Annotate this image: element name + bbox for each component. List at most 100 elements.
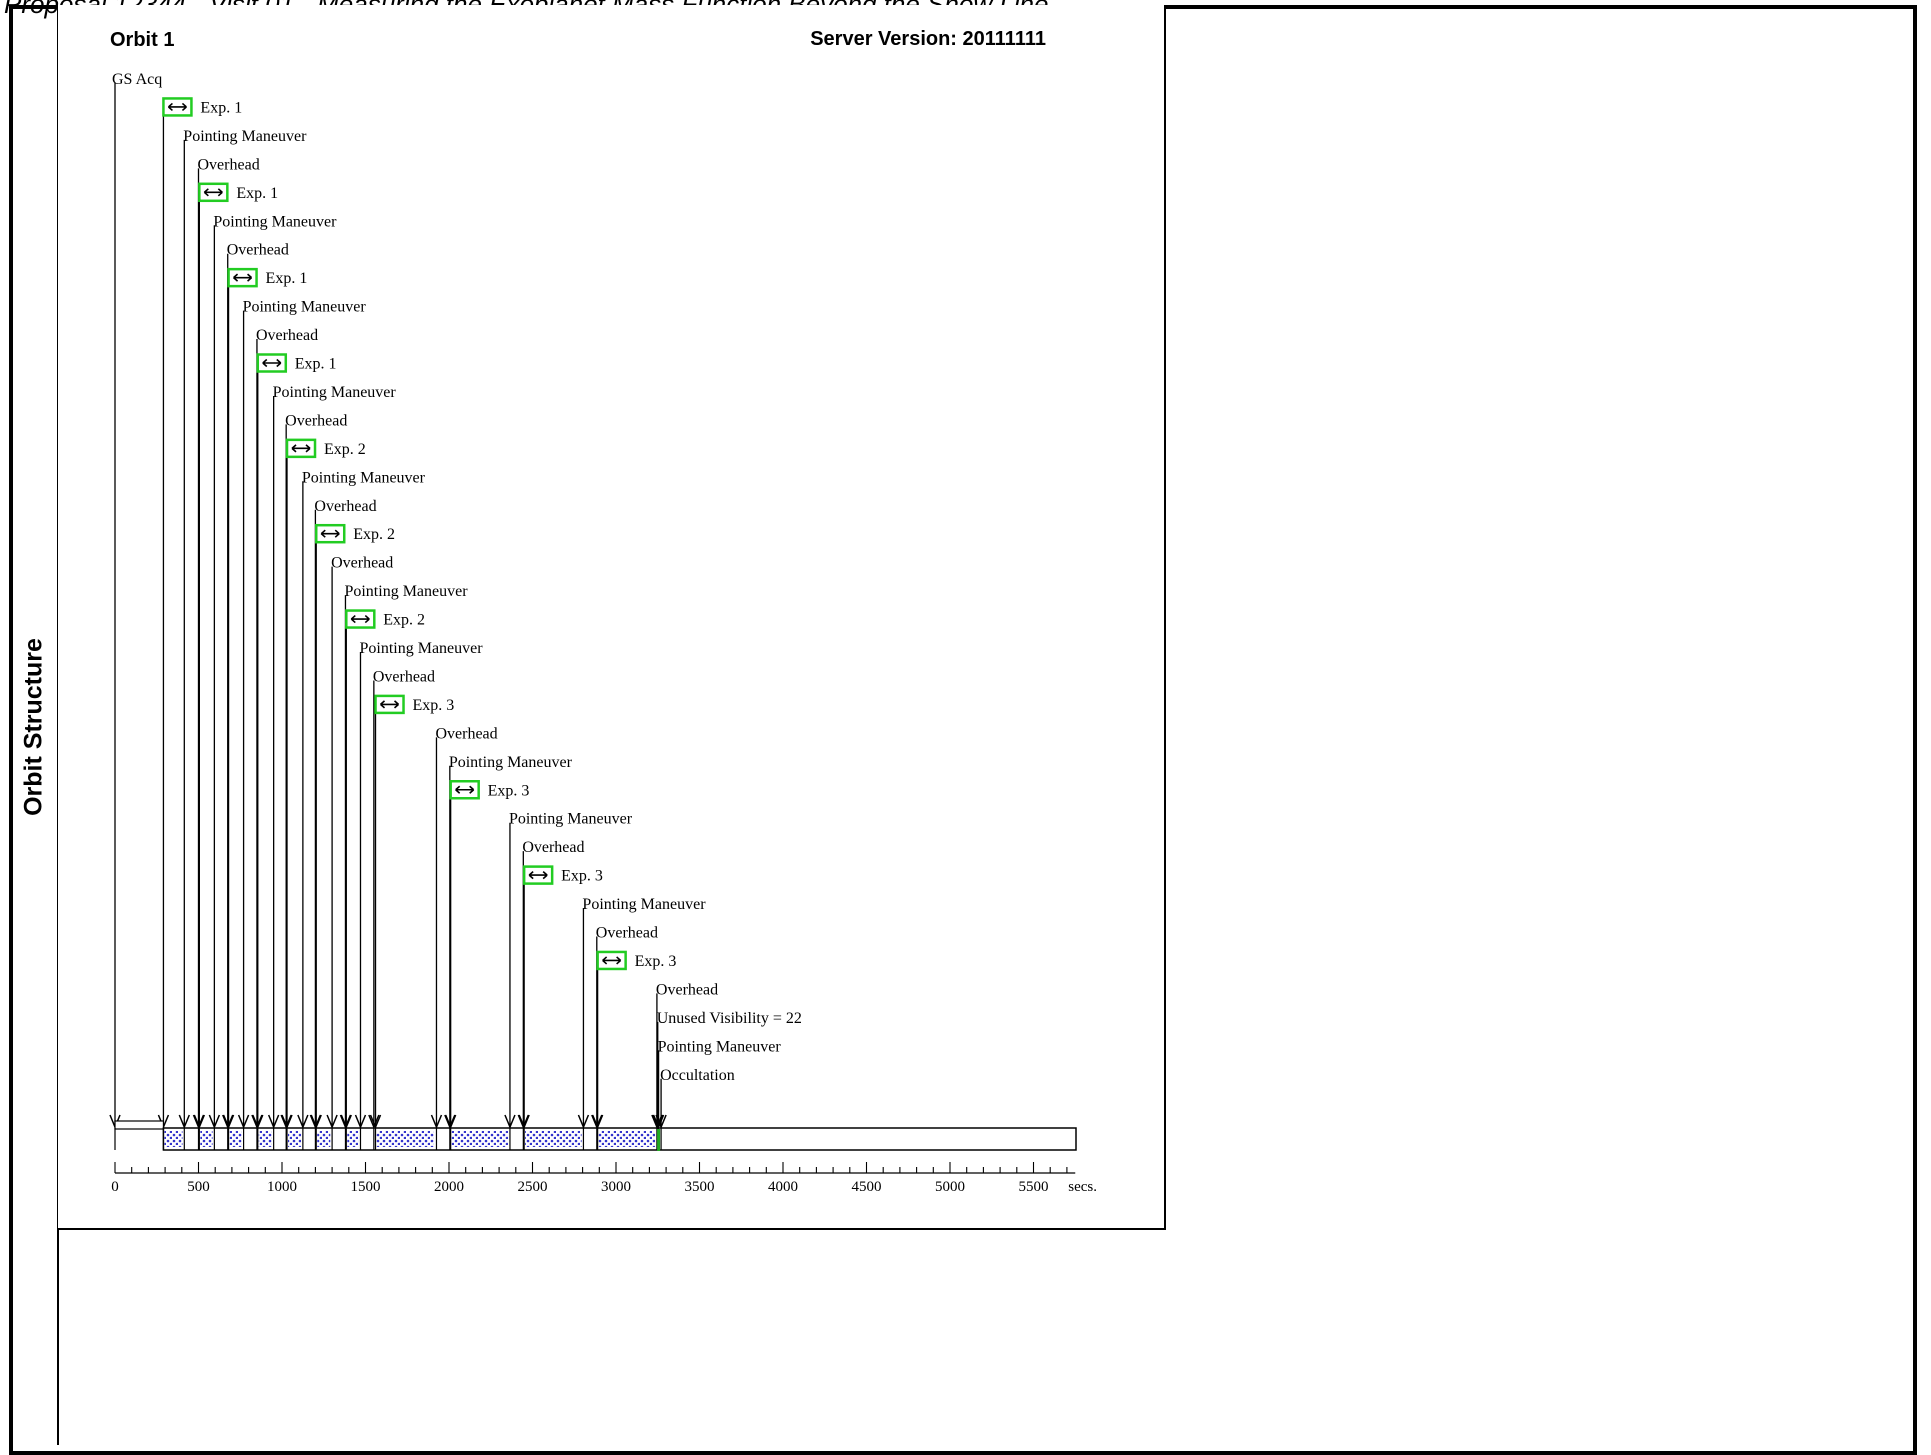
tick-label: 4000 [768, 1179, 798, 1195]
event-arrow [591, 1114, 604, 1129]
event-label: Exp. 2 [353, 526, 395, 543]
exposure-segment [258, 1131, 272, 1147]
double-arrow-icon [455, 785, 475, 794]
event-label: Occultation [660, 1067, 735, 1084]
tick-label: 3500 [685, 1179, 715, 1195]
double-arrow-icon [167, 102, 187, 112]
event-arrow [339, 1114, 352, 1129]
tick-label: 0 [111, 1179, 119, 1195]
event-label: GS Acq [112, 71, 162, 88]
double-arrow-icon [233, 273, 253, 282]
double-arrow-icon [203, 188, 223, 197]
exposure-segment [288, 1131, 302, 1147]
event-label: Overhead [522, 839, 584, 856]
event-arrow [208, 1114, 221, 1129]
axis-unit: secs. [1068, 1179, 1097, 1195]
event-arrow [297, 1114, 309, 1129]
double-arrow-icon [602, 956, 622, 965]
event-arrow [178, 1114, 190, 1129]
server-version: Server Version: 20111111 [810, 28, 1046, 50]
exposure-segment [451, 1131, 509, 1147]
exposure-icon [162, 97, 193, 117]
exposure-icon [198, 182, 229, 203]
event-arrow [354, 1114, 367, 1129]
event-label: Pointing Maneuver [213, 213, 337, 230]
event-arrow [252, 1114, 264, 1129]
event-arrow [591, 1114, 603, 1129]
orbit-structure-label: Orbit Structure [19, 638, 48, 816]
event-label: Exp. 1 [200, 99, 242, 116]
event-label: Exp. 3 [635, 953, 677, 970]
event-arrow [444, 1114, 456, 1129]
event-label: Pointing Maneuver [658, 1038, 782, 1055]
orbit-title: Orbit 1 [110, 29, 174, 51]
event-arrow [651, 1114, 663, 1129]
event-arrow [368, 1114, 380, 1129]
event-label: Overhead [435, 725, 497, 742]
event-label: Overhead [227, 242, 289, 259]
orbit-timeline: Orbit 1 Server Version: 20111111 GS Acq E… [109, 28, 1097, 1195]
event-arrow [444, 1114, 457, 1129]
event-label: Overhead [198, 156, 260, 173]
event-label: Pointing Maneuver [359, 640, 483, 657]
event-label: Pointing Maneuver [344, 583, 468, 600]
event-arrow [309, 1114, 322, 1129]
event-label: Overhead [656, 981, 718, 998]
event-labels: GS Acq Exp. 1 Pointing Maneuver Overhead Exp… [112, 71, 802, 1084]
event-label: Exp. 2 [383, 612, 425, 629]
exposure-icon [596, 950, 627, 971]
gs-acq-segment [114, 1120, 165, 1130]
event-arrow [326, 1114, 338, 1129]
event-label: Pointing Maneuver [183, 128, 307, 145]
double-arrow-icon [379, 700, 400, 709]
tick-label: 5000 [935, 1179, 965, 1195]
event-arrow [222, 1114, 234, 1129]
exposure-segment [598, 1131, 656, 1147]
tick-label: 5500 [1019, 1179, 1049, 1195]
event-label: Overhead [331, 555, 393, 572]
exposure-icon [522, 865, 554, 885]
event-arrow [281, 1114, 293, 1129]
event-label: Pointing Maneuver [243, 299, 367, 316]
double-arrow-icon [350, 614, 370, 624]
tick-label: 2500 [518, 1179, 548, 1195]
tick-label: 2000 [434, 1179, 464, 1195]
event-label: Exp. 1 [295, 356, 337, 373]
exposure-segment [317, 1131, 331, 1147]
tick-label: 500 [187, 1179, 210, 1195]
event-label: Overhead [314, 498, 376, 515]
event-label: Pointing Maneuver [273, 384, 397, 401]
timeline-bar [114, 1120, 1077, 1151]
tick-label: 1000 [267, 1179, 297, 1195]
event-label: Overhead [256, 327, 318, 344]
event-label: Unused Visibility = 22 [657, 1010, 802, 1027]
double-arrow-icon [291, 444, 311, 453]
event-arrow [517, 1114, 530, 1129]
exposure-icon [227, 267, 258, 288]
double-arrow-icon [320, 529, 340, 538]
event-arrow [267, 1114, 280, 1129]
event-label: Exp. 3 [561, 868, 603, 885]
event-arrow [251, 1114, 263, 1129]
event-arrow [430, 1114, 443, 1129]
exposure-segment [376, 1131, 434, 1147]
event-label: Overhead [285, 412, 347, 429]
event-arrow [310, 1114, 322, 1129]
exposure-icon [256, 353, 288, 373]
event-arrow [369, 1114, 382, 1129]
event-arrow [340, 1114, 352, 1129]
event-arrow [280, 1114, 292, 1129]
event-label: Overhead [596, 925, 658, 942]
exposure-icon [314, 523, 346, 544]
event-label: Exp. 1 [236, 185, 278, 202]
event-arrow [222, 1114, 235, 1129]
exposure-segment [164, 1131, 183, 1147]
event-label: Pointing Maneuver [509, 811, 633, 828]
event-arrow [518, 1114, 530, 1129]
event-arrow [193, 1114, 206, 1129]
event-arrow [655, 1114, 667, 1129]
event-arrow [652, 1114, 665, 1129]
event-label: Exp. 3 [413, 697, 455, 714]
event-label: Exp. 1 [266, 270, 308, 287]
exposure-icon [345, 609, 376, 629]
